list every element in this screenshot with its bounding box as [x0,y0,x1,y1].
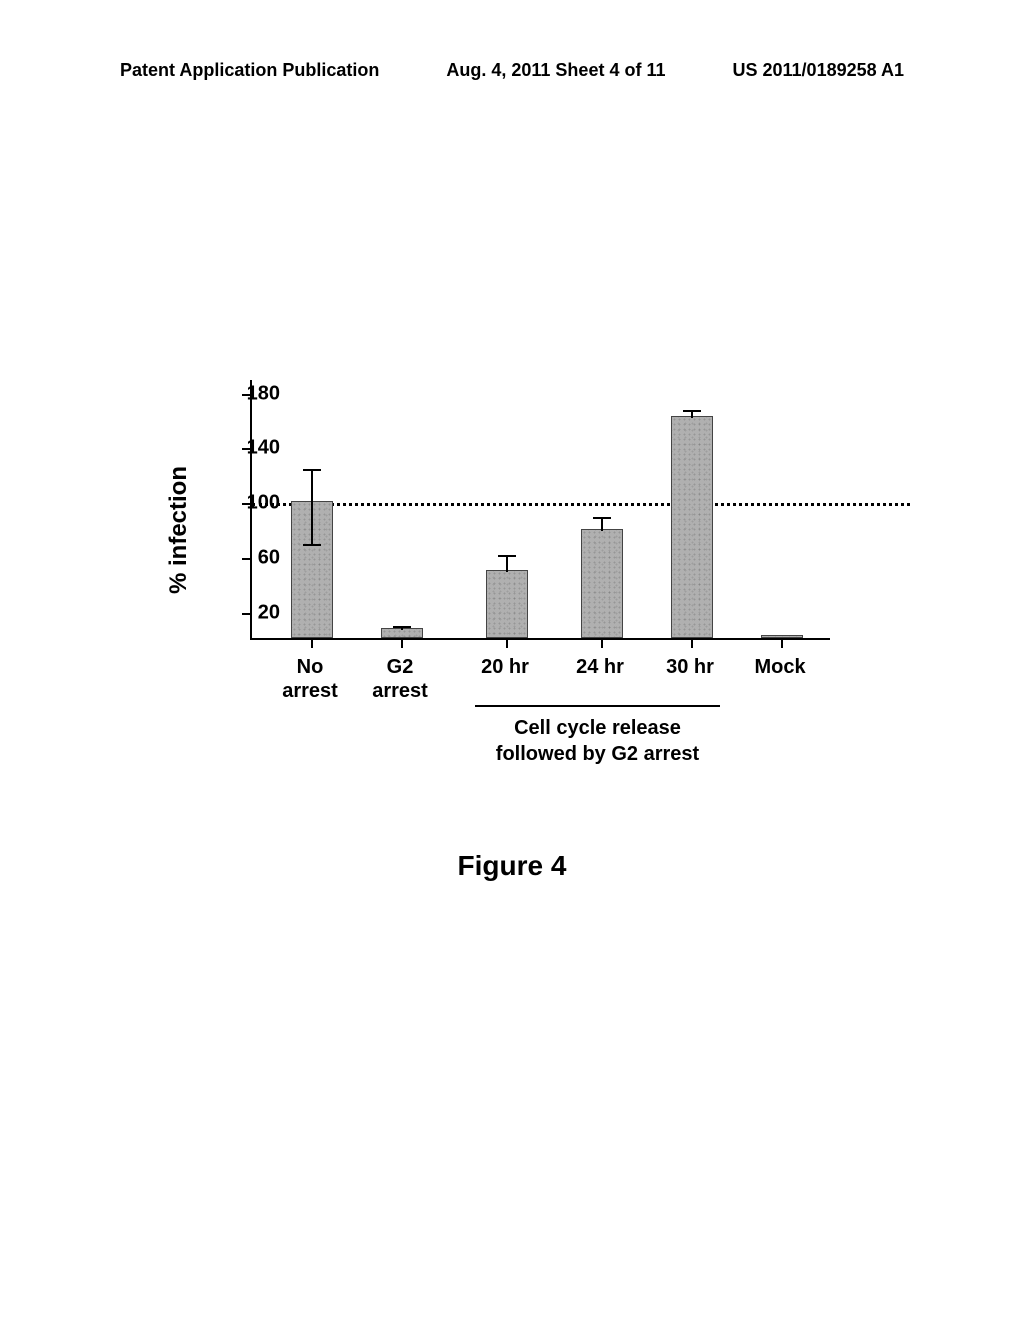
error-bar [601,517,603,531]
x-label: Mock [754,655,805,679]
x-tick [506,638,508,648]
bracket-line [475,705,720,707]
bracket-text: Cell cycle releasefollowed by G2 arrest [496,715,699,767]
y-tick-label: 100 [247,492,280,515]
x-tick [691,638,693,648]
x-tick [401,638,403,648]
bar [486,570,528,638]
x-label: 24 hr [576,655,624,679]
header-center: Aug. 4, 2011 Sheet 4 of 11 [446,60,665,81]
bar-chart: % infection NoarrestG2arrest20 hr24 hr30… [170,380,870,680]
error-cap [393,626,411,628]
error-cap [303,469,321,471]
y-axis-label: % infection [165,466,193,594]
header-right: US 2011/0189258 A1 [733,60,904,81]
error-cap [303,544,321,546]
x-label: Noarrest [282,655,338,703]
y-tick [242,558,252,560]
y-tick [242,613,252,615]
reference-line [252,503,910,506]
y-tick-label: 60 [258,546,280,569]
x-label: 30 hr [666,655,714,679]
y-tick-label: 140 [247,437,280,460]
error-cap [498,555,516,557]
x-tick [781,638,783,648]
x-tick [311,638,313,648]
x-label: G2arrest [372,655,428,703]
error-cap [593,517,611,519]
error-bar [311,469,313,544]
page-header: Patent Application Publication Aug. 4, 2… [0,60,1024,81]
y-tick-label: 20 [258,601,280,624]
error-bar [506,555,508,571]
x-label: 20 hr [481,655,529,679]
header-left: Patent Application Publication [120,60,379,81]
error-cap [683,410,701,412]
bar [581,529,623,638]
bar [671,416,713,638]
figure-label: Figure 4 [458,850,567,882]
y-tick-label: 180 [247,382,280,405]
plot-area [250,380,830,640]
x-tick [601,638,603,648]
